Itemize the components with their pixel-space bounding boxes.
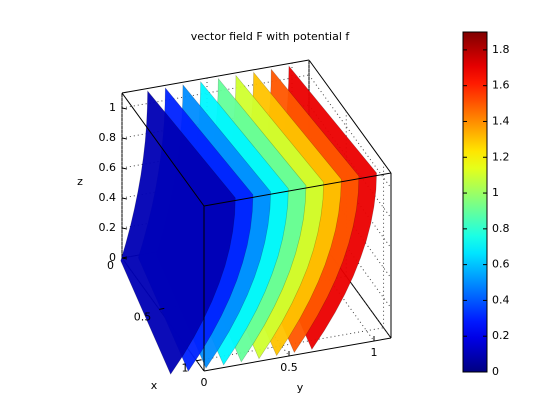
- grid-line: [308, 104, 392, 219]
- z-tick-label: 0.4: [99, 191, 117, 204]
- tick-mark: [159, 307, 165, 310]
- tick-mark: [121, 137, 128, 140]
- tick-mark: [121, 227, 128, 230]
- colorbar-tick-label: 0.8: [492, 222, 510, 235]
- box-edge: [203, 337, 392, 372]
- y-tick-label: 1: [371, 346, 378, 359]
- tick-mark: [196, 359, 202, 362]
- tick-mark: [121, 107, 128, 110]
- box-edge: [121, 59, 310, 94]
- x-tick-label: 0.5: [134, 310, 152, 323]
- x-tick-label: 0: [107, 259, 114, 272]
- chart-title: vector field F with potential f: [191, 30, 351, 43]
- grid-line: [291, 227, 375, 342]
- colorbar: [462, 31, 488, 373]
- colorbar-tick-label: 0: [492, 365, 499, 378]
- colorbar-tick-label: 0.6: [492, 258, 510, 271]
- tick-mark: [121, 167, 128, 170]
- colorbar-tick-label: 1.8: [492, 43, 510, 56]
- grid-line: [308, 194, 392, 309]
- z-tick-label: 0.8: [99, 131, 117, 144]
- x-tick-label: 1: [182, 362, 189, 375]
- colorbar-tick-label: 1: [492, 186, 499, 199]
- box-edge: [203, 172, 392, 207]
- y-tick-label: 0.5: [280, 361, 298, 374]
- isosurface: [120, 90, 236, 375]
- colorbar-tick-label: 1.4: [492, 114, 510, 127]
- grid-line: [308, 74, 392, 189]
- colorbar-tick-label: 0.4: [492, 293, 510, 306]
- grid-line: [308, 224, 392, 339]
- box-edge: [121, 92, 205, 207]
- x-axis-label: x: [151, 379, 158, 392]
- colorbar-tick-label: 1.2: [492, 150, 510, 163]
- z-tick-label: 0: [109, 251, 116, 264]
- colorbar-tick-label: 1.6: [492, 79, 510, 92]
- z-tick-label: 1: [109, 101, 116, 114]
- y-axis-label: y: [297, 381, 304, 394]
- tick-mark: [121, 197, 128, 200]
- tick-mark: [121, 256, 128, 259]
- z-tick-label: 0.2: [99, 221, 117, 234]
- z-tick-label: 0.6: [99, 161, 117, 174]
- box-edge: [308, 59, 392, 174]
- y-tick-label: 0: [201, 376, 208, 389]
- colorbar-tick-label: 0.2: [492, 329, 510, 342]
- grid-line: [308, 134, 392, 249]
- grid-line: [308, 164, 392, 279]
- z-axis-label: z: [77, 175, 83, 188]
